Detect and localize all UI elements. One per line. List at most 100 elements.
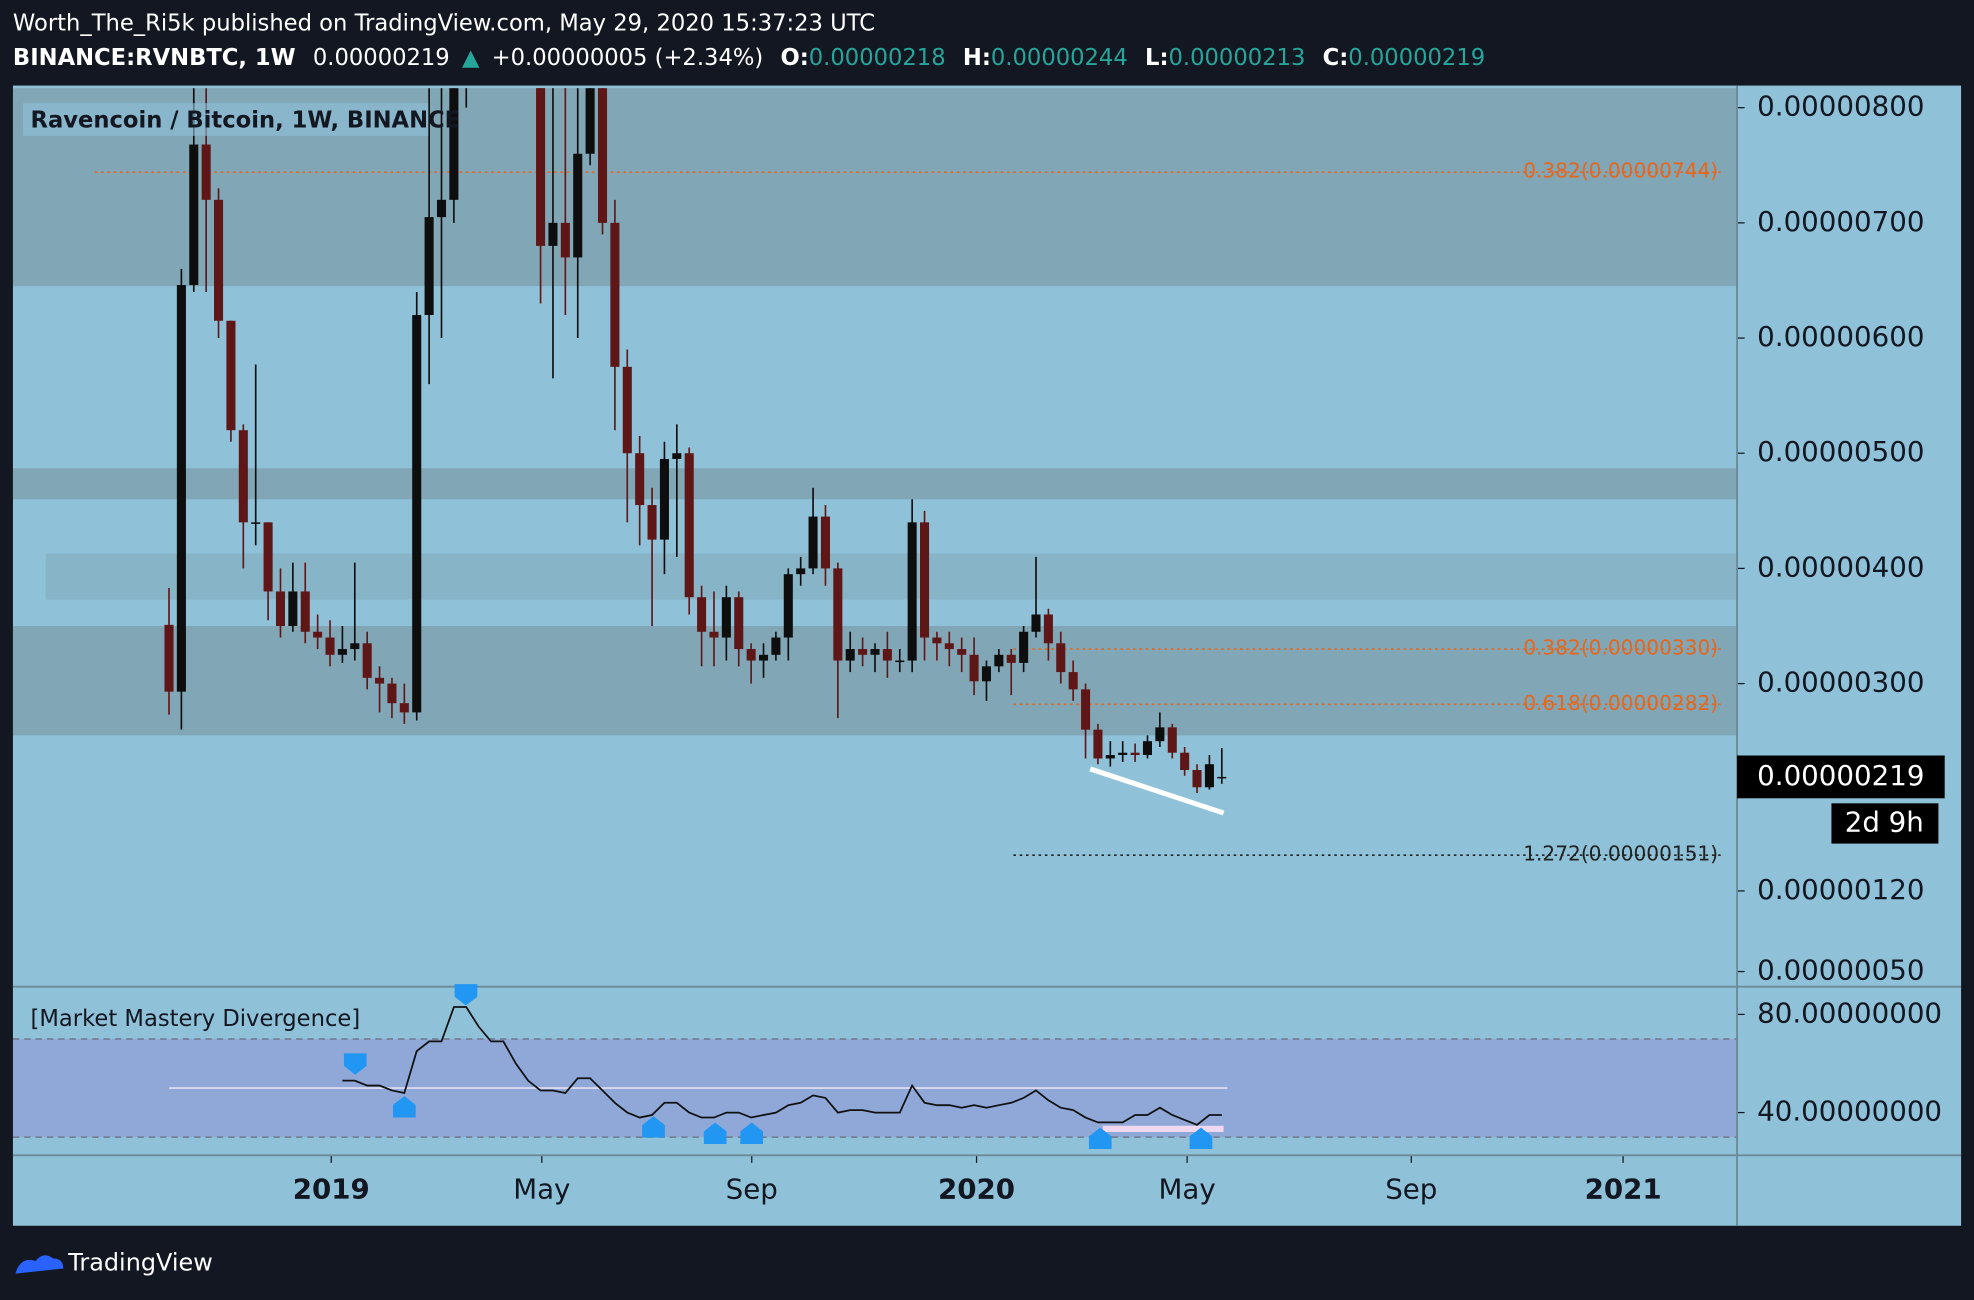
low-value: 0.00000213 [1169,44,1306,70]
x-tick-label: 2020 [938,1173,1015,1206]
candle-body [1118,752,1128,756]
y-tick-label: 0.00000400 [1757,550,1924,583]
candle-body [1093,729,1103,759]
candle-body [536,88,546,246]
candle-body [1006,654,1016,663]
y-tick-label: 0.00000800 [1757,90,1924,123]
candle-body [424,217,434,316]
candle-body [845,649,855,661]
candle-body [387,683,397,704]
zone [12,468,1738,500]
candle-body [721,597,731,638]
candle-body [870,649,880,655]
candle-body [734,597,744,650]
fib-label: 0.618(0.00000282) [1523,691,1718,715]
candle-body [1130,752,1140,756]
candle-body [610,222,620,367]
candle-body [238,430,248,523]
candle-body [796,568,806,575]
candle-body [783,574,793,638]
candle-body [201,144,211,200]
candle-body [858,649,868,655]
candle-body [659,458,669,540]
candle-body [920,522,930,638]
candle-body [300,591,310,632]
candle-body [882,649,892,661]
signal-marker [1189,1127,1213,1149]
last-price-box [1737,755,1945,799]
candle-body [697,597,707,632]
candle-body [560,222,570,258]
candle-body [981,666,991,682]
candle-body [573,153,583,258]
candle-body [1204,764,1214,788]
candle-body [288,591,298,627]
candle-body [548,222,558,246]
candle-body [746,649,756,661]
zone [45,553,1738,600]
candle-body [895,660,905,663]
signal-marker [1088,1127,1112,1149]
legend: Ravencoin / Bitcoin, 1W, BINANCE [31,107,461,133]
candle-body [1043,614,1053,644]
candle-body [412,315,422,713]
y-tick-label: 80.00000000 [1757,996,1942,1029]
candle-body [375,677,385,684]
candle-body [275,591,286,627]
x-tick-label: Sep [726,1173,778,1206]
zone [12,626,1738,736]
countdown: 2d 9h [1845,805,1924,838]
x-tick-label: May [1159,1173,1216,1206]
candle-body [251,522,261,524]
candle-body [672,453,682,459]
candle-body [1019,631,1029,663]
brand: TradingView [67,1249,212,1277]
indicator-line [342,1006,1222,1126]
signal-marker [393,1096,416,1118]
candle-body [337,649,347,655]
y-tick-label: 0.00000120 [1757,873,1924,906]
candle-body [771,637,781,655]
candle-body [808,516,818,569]
countdown-box [1831,803,1939,844]
fib-label: 0.382(0.00000744) [1523,159,1718,183]
x-tick-label: Sep [1385,1173,1437,1206]
candle-body [176,285,186,692]
open-label: O: [780,44,808,70]
signal-marker [642,1116,665,1138]
candle-body [1056,643,1066,673]
signal-marker [703,1122,727,1144]
candle-body [622,366,632,454]
candle-body [399,703,409,713]
candle-body [1217,776,1227,779]
candle-body [313,631,323,638]
symbol: BINANCE:RVNBTC, 1W [13,44,296,70]
trend-line [1089,766,1225,816]
candle-body [1142,741,1153,756]
candle-body [758,654,769,661]
low-label: L: [1145,44,1168,70]
x-tick-label: 2019 [293,1173,370,1206]
y-tick-label: 0.00000300 [1757,666,1924,699]
candle-body [1180,752,1190,770]
candle-body [820,516,830,569]
candle-body [994,654,1004,667]
symbol-line: BINANCE:RVNBTC, 1W 0.00000219 ▲ +0.00000… [13,44,1485,70]
signal-marker [343,1053,367,1075]
high-value: 0.00000244 [991,44,1128,70]
indicator-legend: [Market Mastery Divergence] [31,1006,361,1032]
candle-body [436,199,447,218]
candle-body [1031,614,1041,632]
candle-body [585,88,595,154]
open-value: 0.00000218 [809,44,946,70]
candle-body [1192,769,1202,788]
candle-body [1081,689,1091,730]
candle-body [944,643,954,650]
candle-body [1167,727,1177,753]
candle-body [635,453,645,506]
candle-body [164,624,174,692]
y-tick-label: 0.00000700 [1757,205,1924,238]
candle-body [709,631,719,638]
candle-body [189,144,199,286]
candle-body [226,320,236,431]
